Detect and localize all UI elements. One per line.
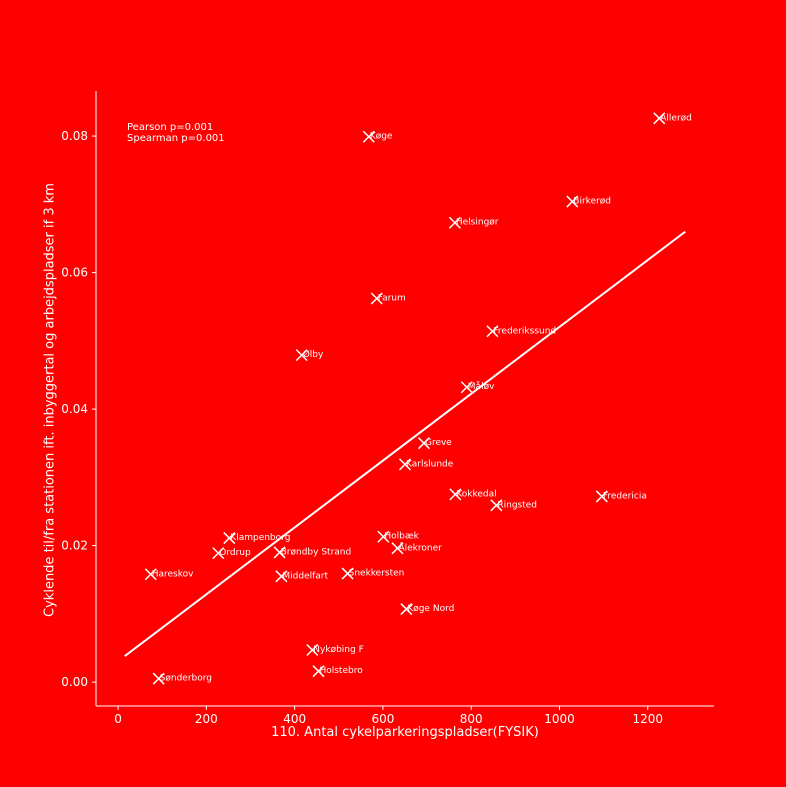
point-label: Nykøbing F <box>313 645 363 655</box>
x-tick-label: 400 <box>283 712 306 726</box>
point-label: Middelfart <box>282 571 328 581</box>
data-point: Hareskov <box>144 568 194 581</box>
point-label: Helsingør <box>456 218 499 228</box>
data-point: Allerød <box>653 112 692 125</box>
data-point: Klampenborg <box>223 532 290 545</box>
point-marker-stroke <box>275 570 288 583</box>
trendline <box>124 230 686 657</box>
x-tick-label: 800 <box>460 712 483 726</box>
y-tick-label: 0.06 <box>61 266 88 280</box>
data-point: Helsingør <box>448 216 499 229</box>
y-axis-label: Cyklende til/fra stationen ift. inbygger… <box>42 183 58 617</box>
point-label: Ringsted <box>497 500 537 510</box>
point-marker-stroke <box>273 546 286 559</box>
point-label: Køge <box>370 132 393 142</box>
data-point: Holstebro <box>312 665 363 678</box>
point-marker-stroke <box>448 216 461 229</box>
data-point: Frederikssund <box>486 325 556 338</box>
point-label: Holstebro <box>319 666 363 676</box>
point-marker-stroke <box>362 130 375 143</box>
data-point: Ølby <box>295 349 324 362</box>
point-marker-stroke <box>295 349 308 362</box>
data-point: Måløv <box>460 381 495 394</box>
data-point: Snekkersten <box>341 567 405 580</box>
data-point: Ålekroner <box>391 541 442 555</box>
point-label: Farum <box>378 294 406 304</box>
point-label: Snekkersten <box>349 569 405 579</box>
x-tick-label: 1200 <box>633 712 664 726</box>
y-tick-label: 0.04 <box>61 402 88 416</box>
data-point: Birkerød <box>566 195 611 208</box>
point-label: Måløv <box>468 381 495 392</box>
point-marker-stroke <box>595 490 608 503</box>
x-tick-label: 600 <box>371 712 394 726</box>
point-label: Frederikssund <box>493 326 556 336</box>
point-marker-stroke <box>223 532 236 545</box>
point-label: Hareskov <box>152 569 194 579</box>
y-tick-label: 0.08 <box>61 129 88 143</box>
point-marker-stroke <box>312 665 325 678</box>
pearson-annotation: Pearson p=0.001 <box>127 122 214 133</box>
point-marker-stroke <box>144 568 157 581</box>
point-marker-stroke <box>449 488 462 501</box>
y-tick-label: 0.02 <box>61 539 88 553</box>
point-label: Kokkedal <box>456 489 496 499</box>
point-marker-stroke <box>152 672 165 685</box>
data-point: Kokkedal <box>449 488 497 501</box>
point-label: Ålekroner <box>398 541 442 553</box>
x-tick-label: 1000 <box>544 712 575 726</box>
point-label: Ølby <box>303 349 324 360</box>
point-label: Allerød <box>660 113 692 123</box>
y-tick-label: 0.00 <box>61 675 88 689</box>
data-point: Køge <box>362 130 393 143</box>
data-point: Brøndby Strand <box>273 546 352 559</box>
data-point: Sønderborg <box>152 672 212 685</box>
x-axis-label: 110. Antal cykelparkeringspladser(FYSIK) <box>271 725 539 740</box>
point-label: Karlslunde <box>406 459 454 469</box>
data-point: Greve <box>417 437 452 450</box>
point-label: Greve <box>425 438 452 448</box>
point-marker-stroke <box>341 567 354 580</box>
point-marker-stroke <box>566 195 579 208</box>
point-marker-stroke <box>460 381 473 394</box>
point-marker-stroke <box>486 325 499 338</box>
point-label: Birkerød <box>573 197 611 207</box>
point-marker-stroke <box>370 292 383 305</box>
point-label: Ordrup <box>219 548 251 558</box>
data-point: Ordrup <box>212 547 251 560</box>
point-marker-stroke <box>212 547 225 560</box>
data-point: Karlslunde <box>398 458 454 471</box>
point-label: Klampenborg <box>230 533 290 543</box>
data-point: Middelfart <box>275 570 329 583</box>
x-tick-label: 0 <box>114 712 122 726</box>
data-point: Nykøbing F <box>306 643 364 657</box>
spearman-annotation: Spearman p=0.001 <box>127 133 225 144</box>
point-label: Fredericia <box>603 491 647 501</box>
point-marker-stroke <box>417 437 431 450</box>
data-point: Ringsted <box>490 499 537 512</box>
data-point: Fredericia <box>595 490 647 503</box>
point-label: Holbæk <box>384 532 419 542</box>
data-point: Holbæk <box>377 530 420 543</box>
point-marker-stroke <box>398 458 412 471</box>
x-tick-label: 200 <box>195 712 218 726</box>
point-marker-stroke <box>653 112 666 125</box>
point-label: Brøndby Strand <box>281 547 352 557</box>
points-group: Allerød Køge Birkerød Helsingør Farum Frederi… <box>144 112 692 685</box>
data-point: Farum <box>370 292 406 305</box>
point-marker-stroke <box>391 542 404 555</box>
trendline-group <box>124 230 686 657</box>
data-point: Køge Nord <box>400 603 454 616</box>
point-marker-stroke <box>490 499 503 512</box>
point-label: Køge Nord <box>407 604 454 614</box>
point-label: Sønderborg <box>160 674 212 684</box>
point-marker-stroke <box>400 603 413 616</box>
correlation-annotation: Pearson p=0.001 Spearman p=0.001 <box>127 122 225 144</box>
point-marker-stroke <box>306 643 319 657</box>
point-marker-stroke <box>377 530 390 543</box>
axes: 0 200 400 600 800 1000 1200 0.00 0.02 0.04 0.06 0.0… <box>61 91 714 726</box>
